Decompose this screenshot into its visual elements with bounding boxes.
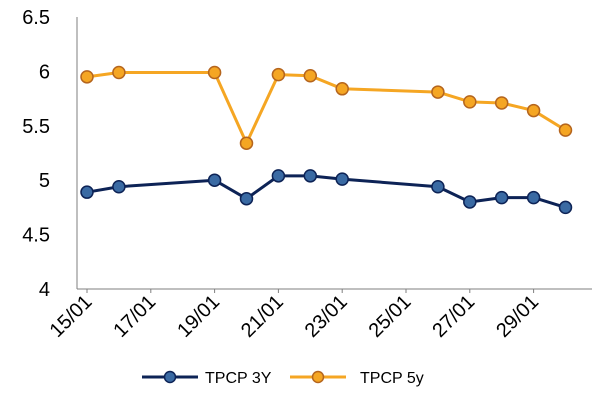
data-point [239,136,254,150]
y-tick-label: 6.5 [22,7,50,29]
data-point [558,123,573,137]
data-point [303,69,318,83]
data-point [271,67,286,82]
legend-label: TPCP 3Y [205,370,272,387]
data-point [207,173,222,187]
x-tick-label: 25/01 [365,291,416,342]
data-point [494,96,509,110]
x-tick-label: 21/01 [237,291,288,342]
series-line [86,174,566,209]
x-tick-label: 23/01 [301,291,352,342]
x-tick-label: 15/01 [46,291,97,342]
data-point [112,179,126,194]
x-tick-label: 27/01 [428,291,479,342]
data-point [463,95,477,109]
x-tick-labels: 15/01 17/01 19/01 21/01 23/01 25/01 27/01 29/01 [46,291,544,342]
data-point [431,179,445,194]
y-tick-labels: 4 4.5 5 5.5 6 6.5 [22,7,50,301]
data-point [335,172,349,186]
data-point [80,185,94,199]
y-tick-label: 5 [39,170,50,192]
data-point [335,82,349,96]
series-layer [80,65,573,215]
data-point [431,85,445,99]
x-tick-label: 17/01 [109,291,160,342]
data-point [271,169,286,183]
x-tick-label: 29/01 [492,291,543,342]
data-point [526,190,541,205]
legend-marker [163,370,177,384]
series-1 [80,169,573,215]
x-tick-label: 19/01 [173,291,224,342]
data-point [558,200,573,215]
data-point [303,169,318,183]
legend-item-2: TPCP 5y [290,370,424,387]
legend-item-1: TPCP 3Y [142,370,272,387]
series-line [86,70,567,145]
legend-label: TPCP 5y [360,370,424,387]
axes-layer [76,17,592,293]
data-point [526,103,541,118]
legend-marker [311,370,325,384]
data-point [463,195,477,209]
data-point [494,190,509,205]
legend: TPCP 3Y TPCP 5y [142,370,424,387]
y-tick-label: 4.5 [22,225,50,247]
series-2 [80,65,573,150]
y-tick-label: 5.5 [22,116,50,138]
y-tick-label: 4 [39,279,50,301]
data-point [80,70,94,84]
y-tick-label: 6 [39,61,50,83]
data-point [239,191,254,206]
data-point [207,65,222,80]
data-point [112,65,126,80]
